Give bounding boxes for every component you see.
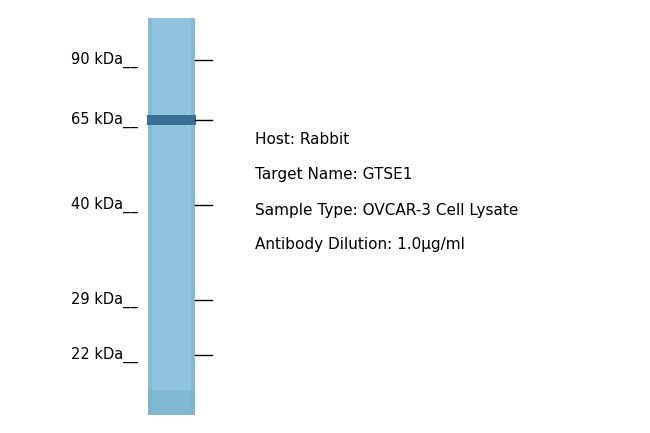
Bar: [191, 18, 195, 415]
Bar: [148, 18, 195, 415]
Bar: [148, 18, 152, 415]
Text: 40 kDa__: 40 kDa__: [71, 197, 138, 213]
Text: 90 kDa__: 90 kDa__: [71, 52, 138, 68]
Text: Host: Rabbit: Host: Rabbit: [255, 132, 349, 148]
Text: Sample Type: OVCAR-3 Cell Lysate: Sample Type: OVCAR-3 Cell Lysate: [255, 203, 519, 217]
Text: 29 kDa__: 29 kDa__: [71, 292, 138, 308]
Bar: [147, 115, 196, 125]
Text: 22 kDa__: 22 kDa__: [71, 347, 138, 363]
Text: 65 kDa__: 65 kDa__: [72, 112, 138, 128]
Text: Antibody Dilution: 1.0µg/ml: Antibody Dilution: 1.0µg/ml: [255, 237, 465, 252]
Text: Target Name: GTSE1: Target Name: GTSE1: [255, 168, 412, 182]
Bar: [148, 390, 195, 415]
